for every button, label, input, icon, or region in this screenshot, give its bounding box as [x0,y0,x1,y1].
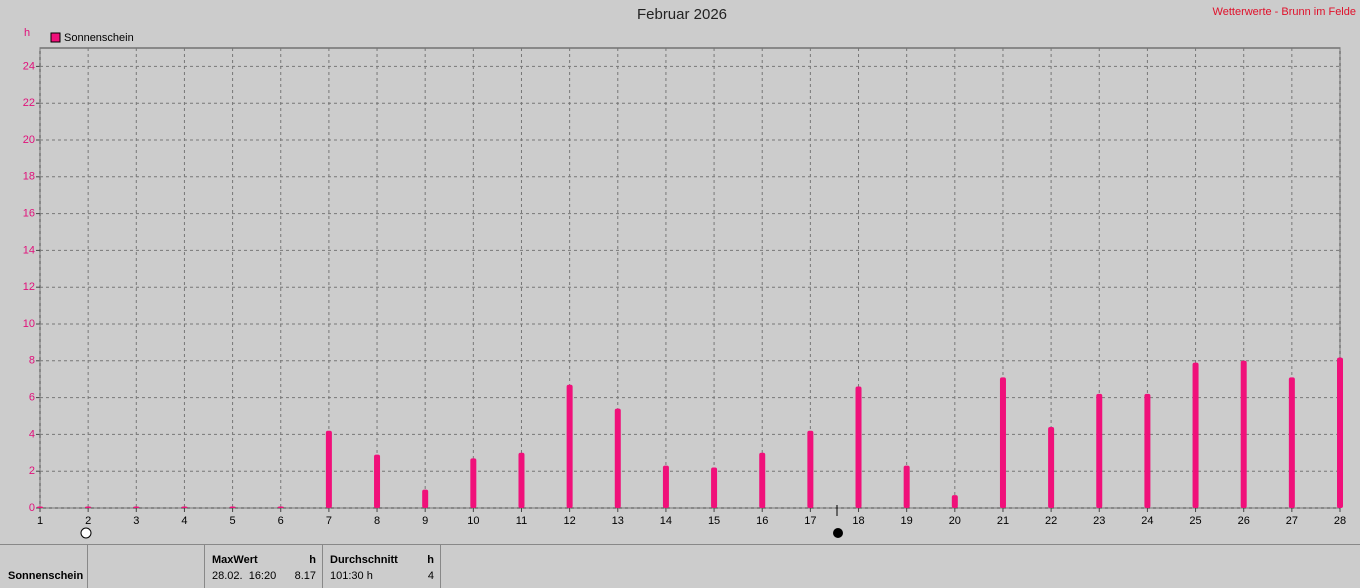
x-tick-label: 21 [997,515,1009,527]
y-tick-label: 10 [23,318,35,330]
bar [374,454,381,508]
x-tick-label: 11 [516,515,527,527]
x-tick-label: 28 [1334,515,1346,527]
bar [903,465,910,508]
bar [518,452,525,508]
bar [614,408,621,508]
x-tick-label: 7 [326,515,332,527]
y-tick-label: 14 [23,244,35,256]
avg-count: 4 [427,570,434,582]
bar [759,452,766,508]
x-tick-label: 3 [133,515,139,527]
y-tick-label: 24 [23,60,35,72]
x-tick-label: 26 [1238,515,1250,527]
x-tick-label: 5 [230,515,236,527]
bar [470,458,477,508]
bar [37,506,43,508]
y-tick-label: 2 [29,465,35,477]
x-tick-label: 4 [181,515,187,527]
footer-cell [88,545,205,588]
x-tick-label: 9 [422,515,428,527]
y-tick-label: 22 [23,97,35,109]
bar [1192,362,1199,508]
x-tick-label: 27 [1286,515,1298,527]
y-tick-label: 0 [29,502,35,514]
plot-area [39,47,1341,509]
bar [422,489,429,508]
x-tick-label: 20 [949,515,961,527]
x-tick-label: 15 [708,515,720,527]
x-tick-label: 24 [1141,515,1153,527]
max-value: 8.17 [294,570,316,582]
x-tick-label: 18 [852,515,864,527]
source: Wetterwerte - Brunn im Felde [1213,6,1356,18]
legend-swatch [50,32,61,43]
y-tick-label: 20 [23,134,35,146]
y-tick-label: 16 [23,208,35,220]
bar [662,465,669,508]
bar [1144,393,1151,508]
y-tick-label: 18 [23,171,35,183]
footer-cell: Sonnenschein [0,545,88,588]
footer-name: Sonnenschein [8,570,84,582]
y-tick-label: 8 [29,355,35,367]
bar [229,506,236,508]
y-tick-label: 4 [29,428,35,440]
bar [1048,427,1055,508]
bar [1337,357,1343,508]
y-axis-label: h [24,27,30,39]
x-tick-label: 6 [278,515,284,527]
bar [325,430,332,508]
bar [999,377,1006,508]
x-tick-label: 1 [37,515,43,527]
bar [566,384,573,508]
bar [951,495,958,508]
bar [85,506,92,508]
max-time: 28.02. 16:20 [212,570,277,582]
bar [1096,393,1103,508]
y-tick-label: 12 [23,281,35,293]
x-tick-label: 19 [901,515,913,527]
legend-label: Sonnenschein [64,32,134,44]
footer-cell: Durchschnitt h 101:30 h 4 [323,545,441,588]
footer: Sonnenschein MaxWert h 28.02. 16:20 8.17… [0,544,1360,588]
x-tick-label: 8 [374,515,380,527]
bar [807,430,814,508]
avg-label: Durchschnitt [330,554,398,566]
max-unit: h [309,554,316,566]
x-tick-label: 17 [804,515,816,527]
bar [181,506,188,508]
x-tick-label: 10 [467,515,479,527]
chart-title: Februar 2026 [637,6,727,23]
avg-value: 101:30 h [330,570,373,582]
x-tick-label: 12 [564,515,576,527]
x-tick-label: 16 [756,515,768,527]
x-tick-label: 13 [612,515,624,527]
max-label: MaxWert [212,554,258,566]
bar [711,467,718,508]
x-tick-label: 2 [85,515,91,527]
footer-cell: MaxWert h 28.02. 16:20 8.17 [205,545,323,588]
bar [855,386,862,508]
bar [1288,377,1295,508]
bar [277,506,284,508]
x-tick-label: 22 [1045,515,1057,527]
x-tick-label: 25 [1189,515,1201,527]
avg-unit: h [427,554,434,566]
moon-full [80,527,92,539]
bar [1240,360,1247,508]
bar [133,506,140,508]
chart: Februar 2026 Wetterwerte - Brunn im Feld… [23,6,1356,539]
moon-new [833,528,843,538]
x-tick-label: 23 [1093,515,1105,527]
x-tick-label: 14 [660,515,672,527]
y-tick-label: 6 [29,392,35,404]
